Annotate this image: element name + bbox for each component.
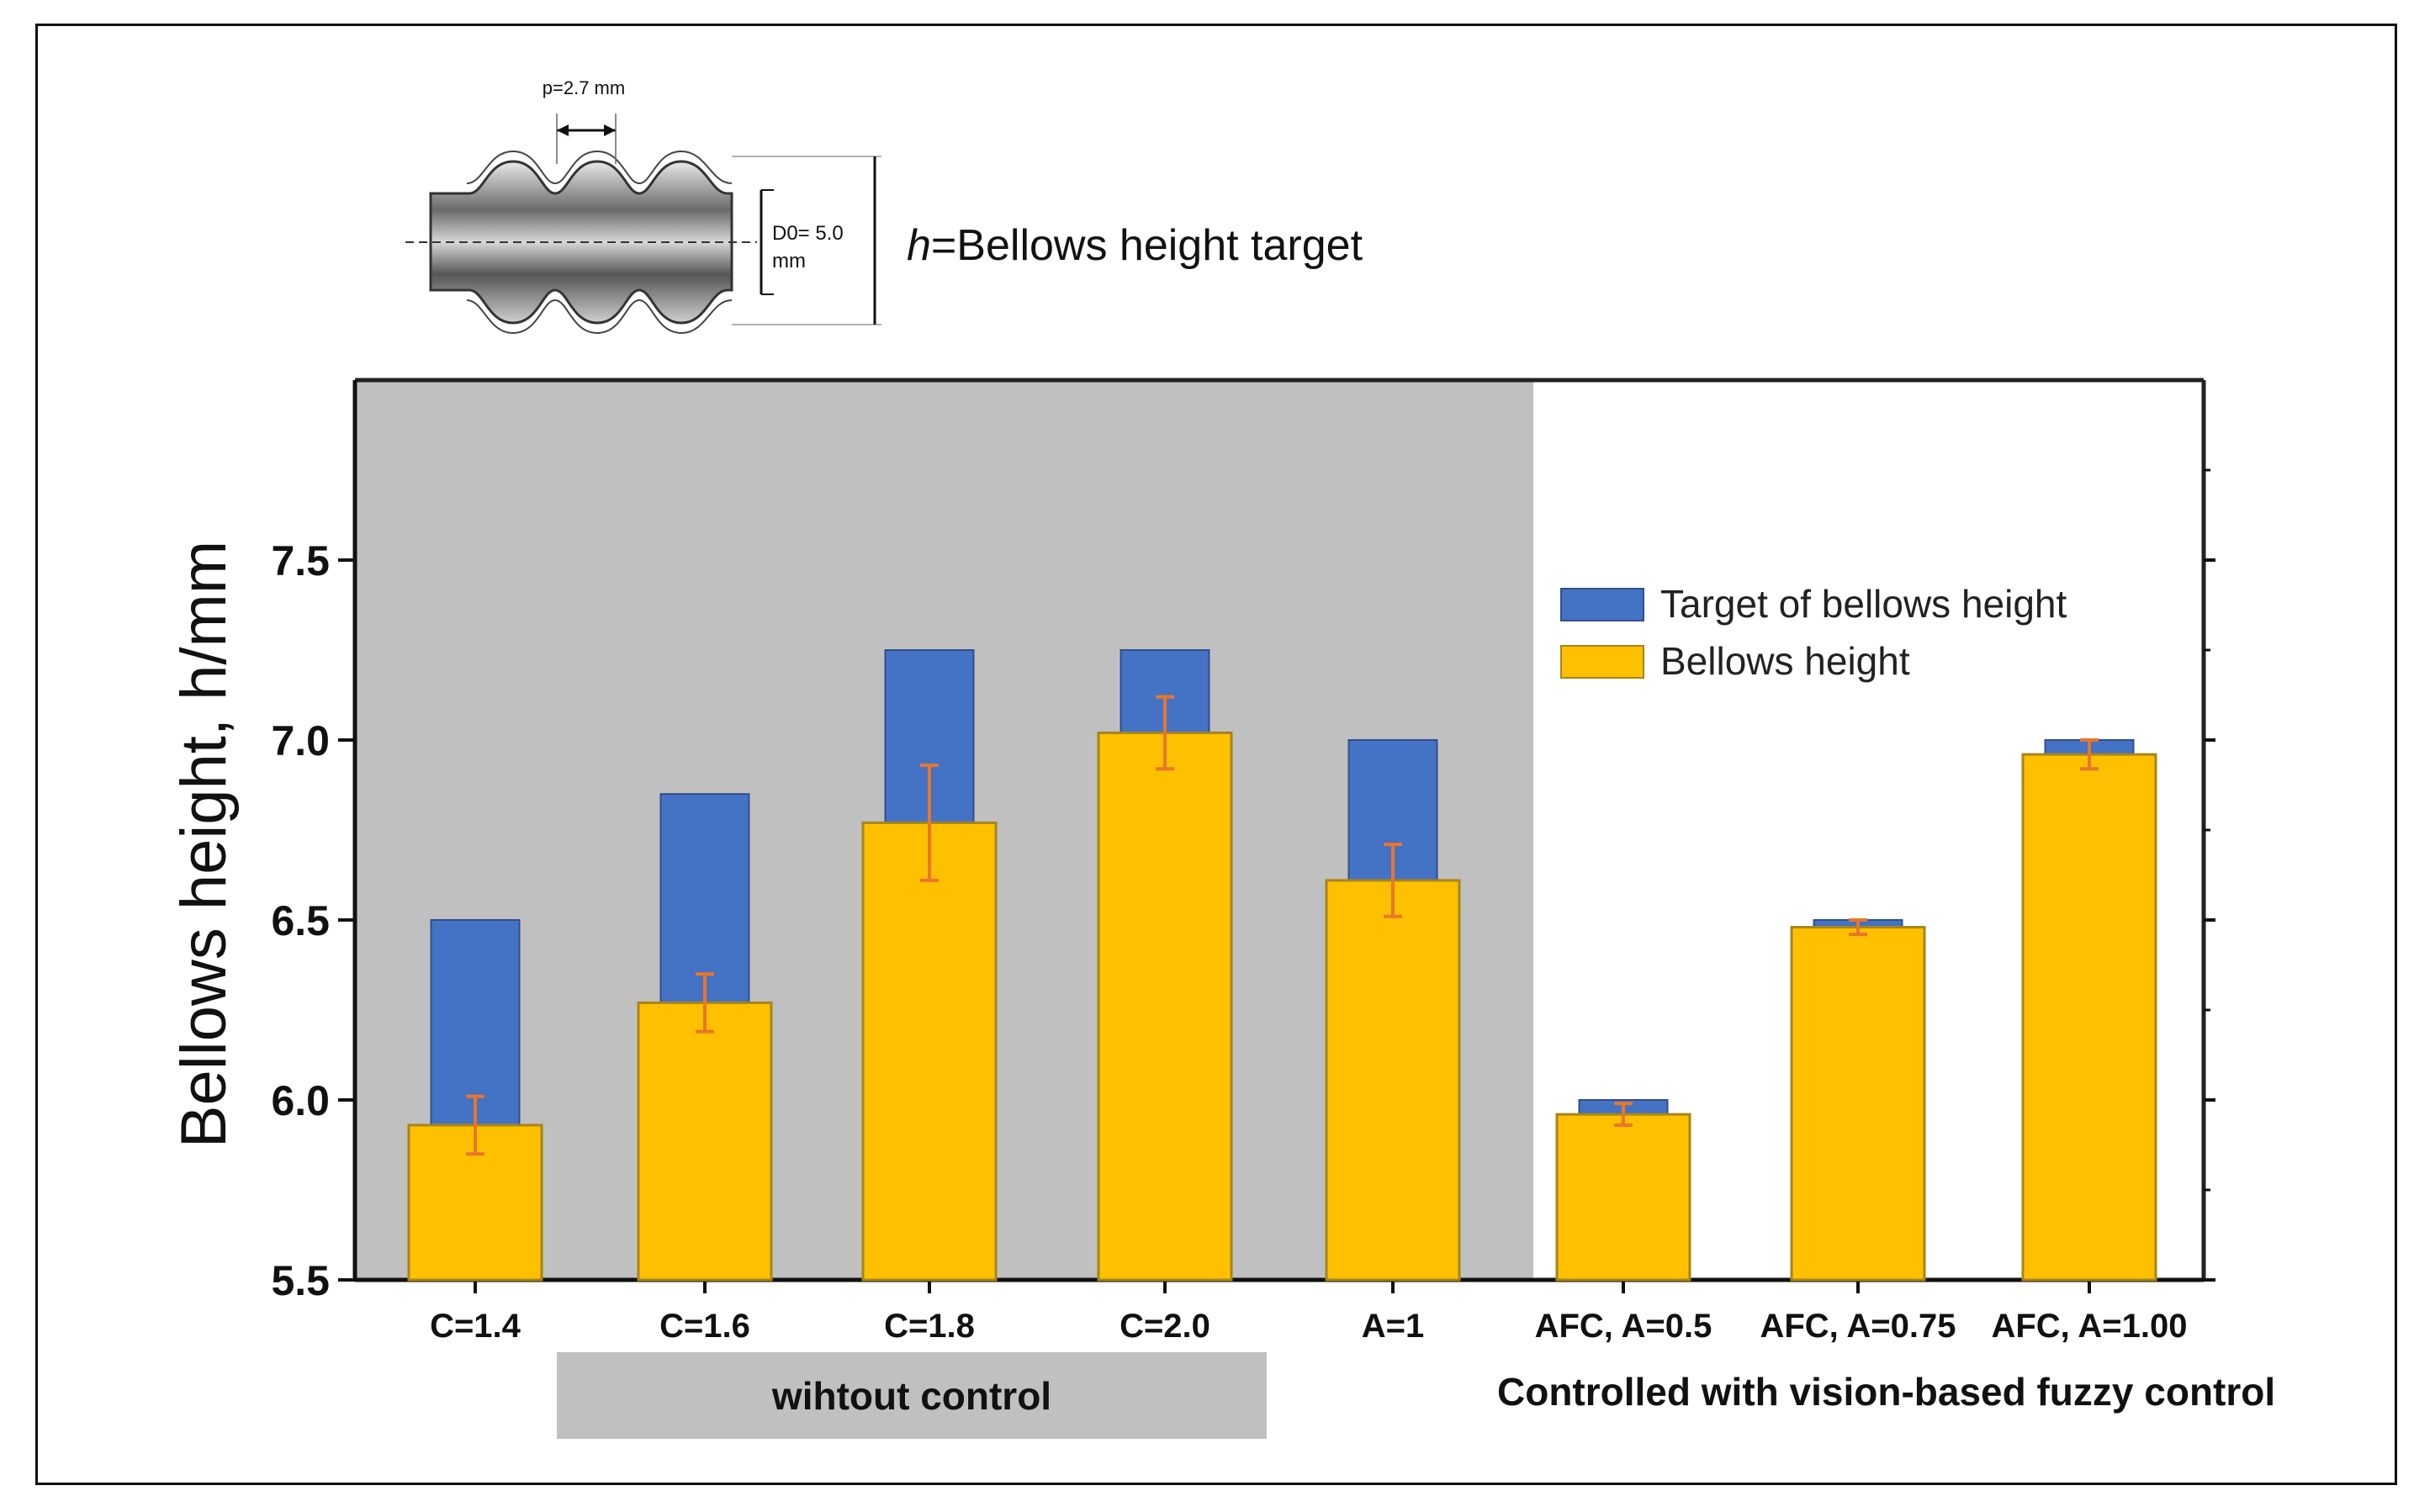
x-tick-label-5: A=1 [1362,1308,1425,1345]
error-bar-3 [920,763,939,882]
error-bar-5 [1384,843,1402,918]
actual-bar-8 [2021,753,2157,1282]
actual-series [407,731,2157,1282]
diameter-label-line1: D0= 5.0 [772,222,844,245]
actual-bar-5 [1325,879,1461,1282]
error-bar-8 [2080,738,2099,771]
actual-bar-3 [861,821,998,1282]
legend-label-2: Bellows height [1660,639,1910,683]
y-tick-label-5: 7.5 [271,537,330,584]
diameter-label-line2: mm [772,250,806,272]
error-bar-6 [1614,1102,1633,1127]
error-bar-1 [466,1094,484,1156]
legend-swatch-2 [1560,645,1644,679]
actual-bar-7 [1790,926,1926,1282]
x-tick-label-7: AFC, A=0.75 [1760,1308,1956,1345]
group-label-uncontrolled: wihtout control [557,1352,1267,1439]
diagram-caption: h=Bellows height target [907,220,1363,271]
x-tick-label-4: C=2.0 [1120,1308,1210,1345]
actual-bar-4 [1097,731,1233,1282]
error-bar-2 [696,972,714,1034]
actual-bar-6 [1555,1113,1691,1282]
error-bars [466,695,2099,1156]
error-bar-4 [1156,695,1174,771]
pitch-label: p=2.7 mm [543,77,625,98]
y-tick-label-1: 5.5 [271,1257,330,1304]
error-bar-7 [1849,918,1867,937]
figure-frame [35,24,2397,1485]
legend-label-1: Target of bellows height [1660,582,2067,626]
x-tick-label-1: C=1.4 [430,1308,521,1345]
x-axis: C=1.4 C=1.6 C=1.8 C=2.0 A=1 AFC, A=0.5 AFC, A=… [355,1277,2204,1345]
x-tick-label-3: C=1.8 [884,1308,975,1345]
y-axis: 5.5 6.0 6.5 7.0 7.5 [271,380,2215,1304]
y-tick-label-3: 6.5 [271,897,330,944]
caption-text: =Bellows height target [930,221,1363,270]
actual-bar-2 [637,1001,773,1282]
y-tick-label-2: 6.0 [271,1077,330,1124]
group-label-controlled: Controlled with vision-based fuzzy contr… [1497,1370,2276,1414]
y-axis-label: Bellows height, h/mm [168,541,240,1148]
legend-swatch-1 [1560,588,1644,621]
caption-symbol: h [907,221,931,270]
x-tick-label-8: AFC, A=1.00 [1991,1308,2187,1345]
x-tick-label-6: AFC, A=0.5 [1535,1308,1712,1345]
x-tick-label-2: C=1.6 [659,1308,750,1345]
bellows-diagram: p=2.7 mm D0= 5.0 mm [405,77,881,335]
legend: Target of bellows height Bellows height [1560,582,2067,683]
plot-area [355,378,2206,1280]
y-tick-label-4: 7.0 [271,717,330,764]
